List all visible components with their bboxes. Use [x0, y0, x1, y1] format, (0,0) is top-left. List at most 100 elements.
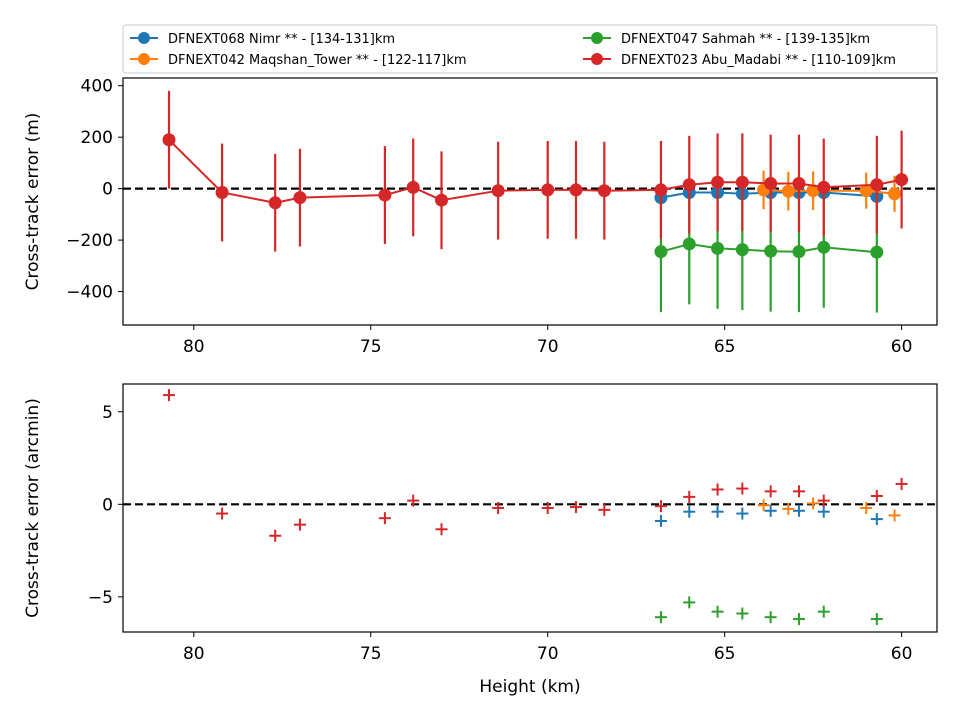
data-point: [541, 183, 555, 197]
data-point: [435, 193, 449, 207]
y-tick-label: 0: [102, 495, 113, 515]
plus-marker: [792, 485, 805, 498]
plus-marker: [870, 513, 883, 526]
data-point: [870, 245, 884, 259]
plus-marker: [736, 607, 749, 620]
plot-area: [123, 389, 937, 626]
top-axes: 80 75 70 65 60 400 200 0 −200 −400 Cross-track err…: [23, 77, 938, 357]
plus-marker: [378, 512, 391, 525]
plus-marker: [736, 482, 749, 495]
data-point: [406, 180, 420, 194]
legend-entry: DFNEXT042 Maqshan_Tower ** - [122-117]km: [130, 53, 467, 68]
plus-marker: [683, 490, 696, 503]
y-tick-label: −200: [66, 231, 113, 251]
bottom-axes: 80 75 70 65 60 5 0 −5 Cross-track error (arcmin)…: [23, 383, 938, 697]
legend-frame: [122, 24, 938, 74]
legend-label: DFNEXT023 Abu_Madabi ** - [110-109]km: [621, 53, 896, 68]
series-2: [757, 497, 901, 522]
data-point: [711, 241, 725, 255]
data-point: [735, 175, 749, 189]
data-point: [764, 244, 778, 258]
data-point: [792, 245, 806, 259]
y-axis-label: Cross-track error (m): [23, 113, 43, 291]
plus-marker: [541, 502, 554, 514]
x-tick-label: 80: [183, 644, 205, 664]
legend: DFNEXT068 Nimr ** - [134-131]km DFNEXT047…: [122, 24, 938, 74]
data-point: [806, 184, 820, 198]
series-0: [654, 504, 883, 527]
plus-marker: [711, 605, 724, 618]
series-1: [654, 596, 883, 626]
plus-marker: [817, 505, 830, 518]
plus-marker: [683, 505, 696, 518]
legend-entry: DFNEXT047 Sahmah ** - [139-135]km: [583, 32, 870, 47]
plus-marker: [736, 507, 749, 520]
data-point: [569, 183, 583, 197]
data-point: [817, 180, 831, 194]
data-point: [682, 178, 696, 192]
y-tick-label: 0: [102, 180, 113, 200]
plus-marker: [860, 502, 873, 514]
data-point: [764, 176, 778, 190]
axes-frame: [122, 77, 938, 326]
series-3: [162, 90, 909, 252]
y-tick-label: 400: [81, 77, 113, 97]
legend-label: DFNEXT068 Nimr ** - [134-131]km: [168, 32, 395, 47]
data-point: [817, 240, 831, 254]
x-tick-label: 60: [891, 644, 913, 664]
y-tick-label: 5: [102, 403, 113, 423]
plus-marker: [435, 523, 448, 536]
data-point: [859, 184, 873, 198]
plus-marker: [683, 596, 696, 609]
plus-marker: [293, 518, 306, 531]
x-tick-label: 60: [891, 337, 913, 357]
plus-marker: [792, 613, 805, 626]
plot-area: [123, 90, 937, 313]
plus-marker: [895, 477, 908, 490]
plus-marker: [870, 613, 883, 626]
data-point: [888, 187, 902, 201]
plus-marker: [782, 502, 795, 515]
plus-marker: [654, 611, 667, 624]
data-point: [682, 237, 696, 251]
legend-marker: [591, 53, 603, 65]
plus-marker: [817, 605, 830, 618]
data-point: [491, 184, 505, 198]
plus-marker: [764, 485, 777, 498]
data-point: [268, 196, 282, 210]
plus-marker: [888, 509, 901, 522]
x-tick-label: 65: [714, 337, 736, 357]
legend-label: DFNEXT042 Maqshan_Tower ** - [122-117]km: [168, 53, 467, 68]
plus-marker: [764, 611, 777, 624]
data-point: [870, 178, 884, 192]
legend-marker: [138, 53, 150, 65]
data-point: [895, 173, 909, 187]
y-tick-label: −5: [88, 588, 113, 608]
data-point: [654, 245, 668, 259]
plus-marker: [711, 505, 724, 518]
x-axis-label: Height (km): [479, 677, 580, 697]
series-3: [163, 389, 908, 542]
data-point: [293, 191, 307, 205]
plus-marker: [654, 500, 667, 513]
plus-marker: [792, 504, 805, 517]
plus-marker: [807, 497, 820, 510]
plus-marker: [598, 503, 611, 516]
legend-entry: DFNEXT023 Abu_Madabi ** - [110-109]km: [583, 53, 896, 68]
plus-marker: [757, 499, 770, 512]
x-tick-label: 65: [714, 644, 736, 664]
data-point: [711, 175, 725, 189]
plus-marker: [216, 507, 229, 520]
plus-marker: [407, 494, 420, 507]
plus-marker: [711, 483, 724, 496]
data-point: [215, 185, 229, 199]
x-tick-label: 75: [360, 644, 382, 664]
legend-marker: [591, 32, 603, 44]
y-axis-label: Cross-track error (arcmin): [23, 398, 43, 618]
plus-marker: [492, 502, 505, 514]
x-tick-label: 80: [183, 337, 205, 357]
data-point: [781, 184, 795, 198]
series-2: [757, 170, 902, 212]
axes-frame: [122, 383, 938, 633]
